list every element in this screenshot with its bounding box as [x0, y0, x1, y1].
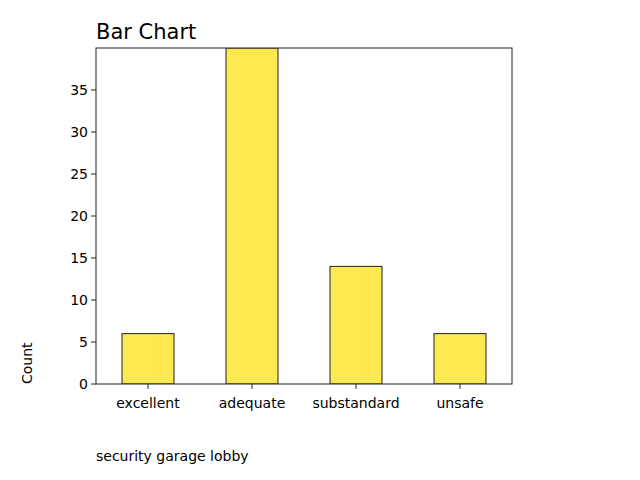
y-tick-label: 35	[70, 82, 88, 98]
x-tick-label: unsafe	[436, 395, 483, 411]
x-tick-label: substandard	[312, 395, 399, 411]
y-tick	[91, 216, 96, 217]
y-tick-label: 15	[70, 250, 88, 266]
y-tick	[91, 342, 96, 343]
chart-container: 0 5 10 15 20 25 30 35 excellent adequate substanda…	[0, 0, 640, 480]
x-axis-label: security garage lobby	[96, 448, 249, 464]
x-tick	[356, 384, 357, 389]
y-tick-label: 0	[79, 376, 88, 392]
x-tick	[252, 384, 253, 389]
x-tick-label: adequate	[219, 395, 286, 411]
bar	[226, 48, 278, 384]
y-tick-label: 20	[70, 208, 88, 224]
chart-title: Bar Chart	[96, 20, 196, 44]
y-tick-label: 25	[70, 166, 88, 182]
bar	[330, 266, 382, 384]
bar	[122, 334, 174, 384]
y-tick	[91, 174, 96, 175]
y-tick-label: 10	[70, 292, 88, 308]
plot-frame	[96, 48, 512, 384]
y-tick-label: 30	[70, 124, 88, 140]
x-tick	[148, 384, 149, 389]
y-tick	[91, 384, 96, 385]
chart-svg: 0 5 10 15 20 25 30 35 excellent adequate substanda…	[0, 0, 640, 480]
y-tick	[91, 132, 96, 133]
y-tick	[91, 90, 96, 91]
bar	[434, 334, 486, 384]
y-tick-label: 5	[79, 334, 88, 350]
bars	[122, 48, 486, 384]
x-tick-label: excellent	[116, 395, 180, 411]
y-tick	[91, 258, 96, 259]
y-tick	[91, 300, 96, 301]
y-axis-label: Count	[19, 342, 35, 384]
x-tick	[460, 384, 461, 389]
